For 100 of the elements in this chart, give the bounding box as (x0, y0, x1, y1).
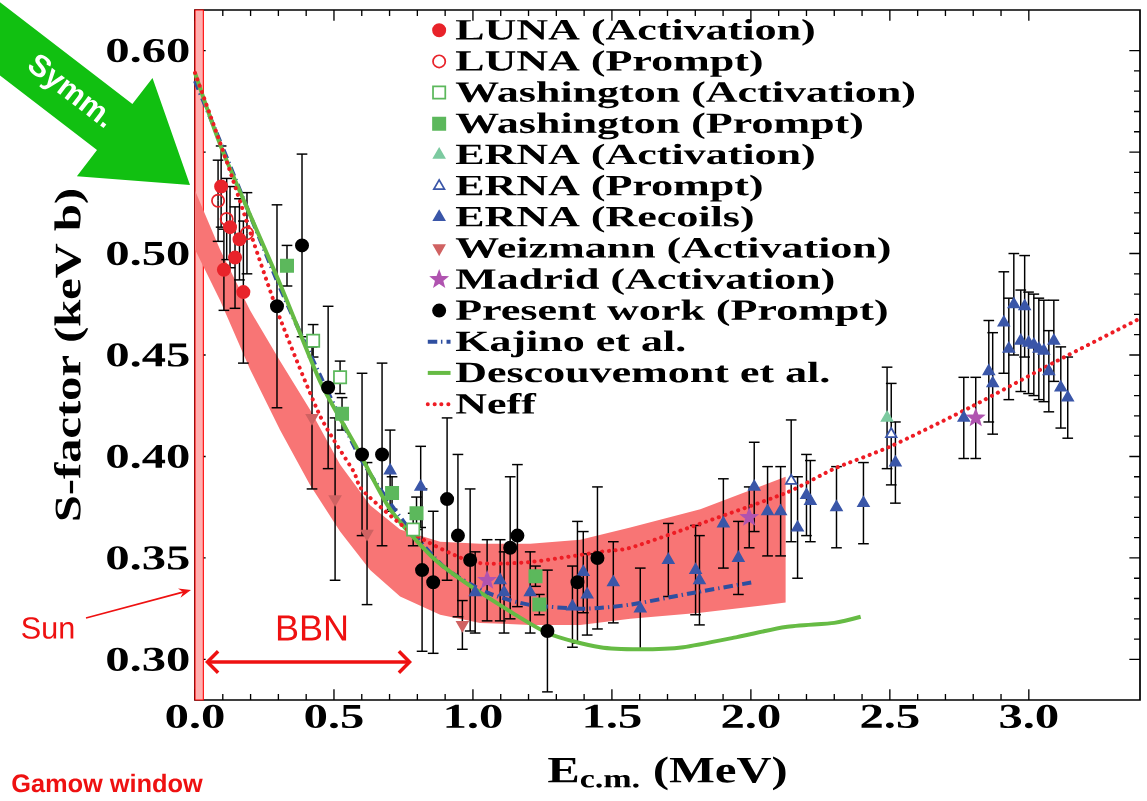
point (717, 516, 730, 528)
point (280, 258, 294, 273)
x-tick-label: 2.5 (861, 704, 919, 729)
point (885, 427, 898, 439)
point (785, 473, 798, 485)
x-tick-label: 1.0 (446, 704, 502, 729)
x-tick-label: 3.0 (1000, 704, 1058, 729)
point (880, 410, 894, 422)
point (577, 565, 590, 577)
point (689, 563, 702, 575)
point (383, 463, 397, 475)
y-tick-label: 0.30 (107, 647, 189, 672)
point (450, 528, 465, 543)
legend-label: LUNA (Activation) (455, 19, 814, 46)
point (510, 528, 525, 543)
point (566, 599, 579, 611)
point (503, 540, 518, 555)
point (1002, 341, 1015, 353)
y-tick-label: 0.45 (107, 343, 189, 367)
point (305, 413, 319, 425)
point (426, 575, 441, 590)
point (269, 299, 284, 314)
point (1007, 297, 1020, 309)
legend-label: Washington (Activation) (455, 81, 915, 109)
point (590, 550, 605, 565)
legend-label: Weizmann (Activation) (455, 237, 890, 264)
point (524, 585, 537, 597)
legend-label: Present work (Prompt) (455, 299, 887, 327)
point (540, 624, 555, 639)
point (306, 333, 321, 348)
legend-label: Descouvemont et al. (455, 361, 829, 383)
y-tick-label: 0.40 (107, 444, 189, 469)
legend-label: Washington (Prompt) (455, 112, 862, 140)
point (335, 406, 350, 421)
point (1042, 364, 1056, 376)
point (570, 575, 585, 590)
point (732, 550, 745, 562)
point (211, 193, 226, 208)
point (774, 504, 787, 516)
point (967, 409, 985, 426)
y-tick-label: 0.60 (107, 38, 189, 63)
x-tick-label: 0.0 (166, 704, 224, 729)
point (957, 410, 970, 422)
point (830, 500, 843, 512)
point (791, 520, 804, 532)
point (748, 479, 761, 491)
point (375, 447, 390, 462)
point (607, 575, 620, 587)
point (415, 563, 430, 578)
point (1054, 380, 1067, 392)
point (214, 179, 229, 194)
point (239, 226, 254, 241)
point (228, 250, 243, 265)
point (1047, 333, 1061, 345)
point (634, 601, 647, 613)
point (216, 262, 231, 277)
point (1061, 390, 1074, 402)
legend-label: Neff (456, 392, 537, 414)
point (355, 447, 370, 462)
point (693, 573, 706, 585)
point (761, 504, 774, 516)
point (662, 552, 675, 564)
point (321, 380, 336, 395)
legend-label: Madrid (Activation) (455, 268, 834, 295)
point (580, 587, 594, 599)
x-tick-label: 2.0 (722, 704, 780, 729)
point (494, 573, 507, 585)
point (982, 364, 995, 376)
y-tick-label: 0.50 (107, 241, 189, 266)
point (463, 552, 478, 567)
legend-label: ERNA (Activation) (455, 143, 814, 171)
legend-label: ERNA (Recoils) (455, 205, 753, 233)
point (528, 569, 543, 584)
point (532, 597, 547, 612)
point (440, 492, 455, 507)
y-axis-title: S-factor (keV b) (54, 190, 89, 520)
point (414, 479, 427, 491)
annotation: BBN (277, 615, 347, 641)
point (857, 496, 870, 508)
point (295, 238, 310, 253)
x-tick-label: 0.5 (305, 704, 363, 729)
point (333, 370, 348, 385)
point (1037, 343, 1051, 355)
point (497, 585, 511, 597)
x-tick-label: 1.5 (585, 704, 641, 729)
legend-label: LUNA (Prompt) (455, 50, 762, 77)
point (236, 285, 251, 300)
legend-label: ERNA (Prompt) (455, 174, 762, 202)
point (986, 376, 999, 388)
x-axis-title: E$_{c.m.}$ (MeV) (548, 756, 786, 791)
text: Sun (22, 617, 74, 639)
text: Gamow window (12, 773, 203, 793)
point (1018, 299, 1031, 311)
point (468, 585, 482, 597)
point (478, 571, 496, 588)
point (889, 455, 902, 467)
point (740, 508, 758, 525)
point (997, 315, 1010, 327)
legend-label: Kajino et al. (455, 330, 685, 358)
point (385, 486, 400, 500)
